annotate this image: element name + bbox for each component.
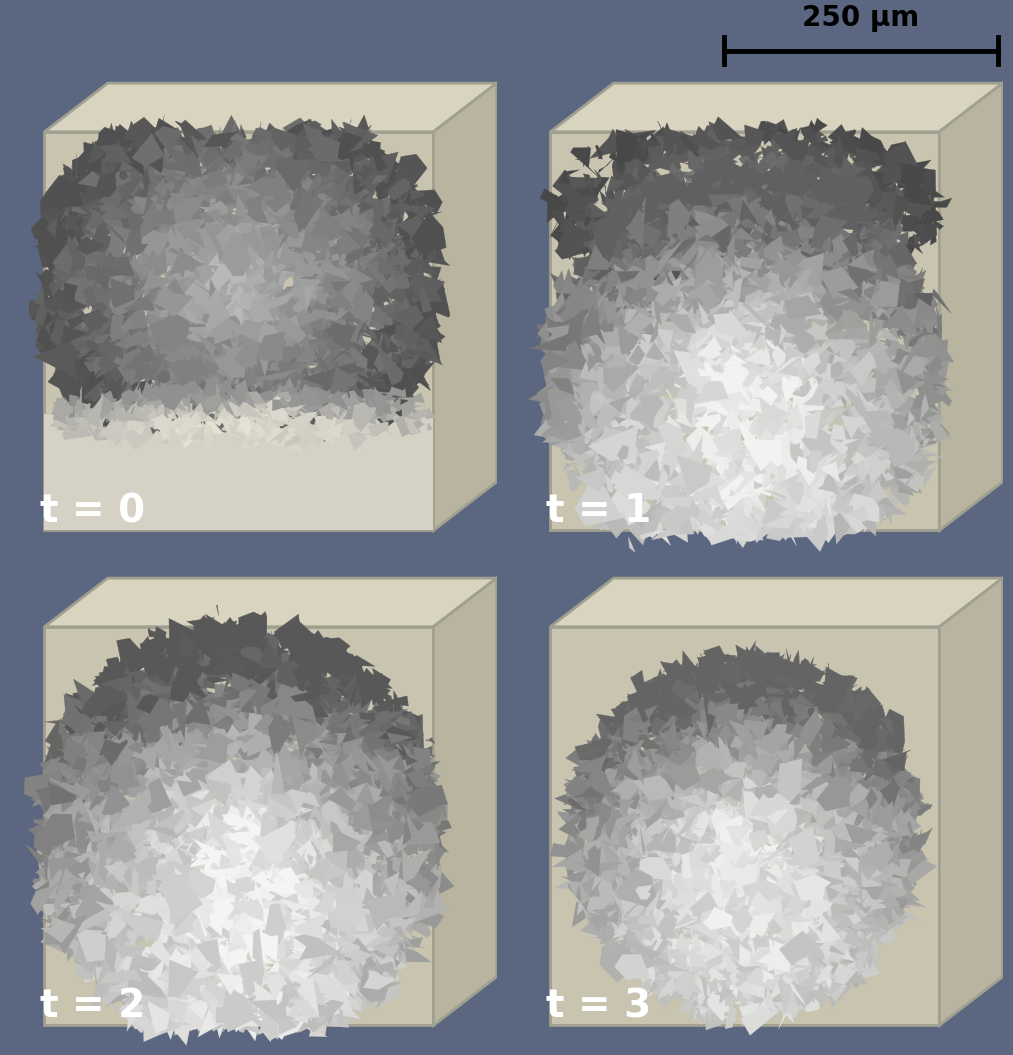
Polygon shape bbox=[550, 627, 939, 1025]
Polygon shape bbox=[45, 83, 496, 132]
Text: t = 0: t = 0 bbox=[40, 493, 145, 531]
Polygon shape bbox=[434, 578, 496, 1025]
Text: t = 2: t = 2 bbox=[40, 987, 145, 1025]
Text: t = 1: t = 1 bbox=[546, 493, 650, 531]
Text: 250 μm: 250 μm bbox=[802, 3, 920, 32]
Polygon shape bbox=[550, 578, 1003, 627]
Polygon shape bbox=[45, 414, 434, 531]
Polygon shape bbox=[939, 578, 1003, 1025]
Polygon shape bbox=[434, 83, 496, 531]
Polygon shape bbox=[550, 132, 939, 531]
Text: t = 3: t = 3 bbox=[546, 987, 650, 1025]
Polygon shape bbox=[45, 627, 434, 1025]
Polygon shape bbox=[45, 132, 434, 531]
Polygon shape bbox=[550, 83, 1003, 132]
Polygon shape bbox=[45, 578, 496, 627]
Polygon shape bbox=[939, 83, 1003, 531]
